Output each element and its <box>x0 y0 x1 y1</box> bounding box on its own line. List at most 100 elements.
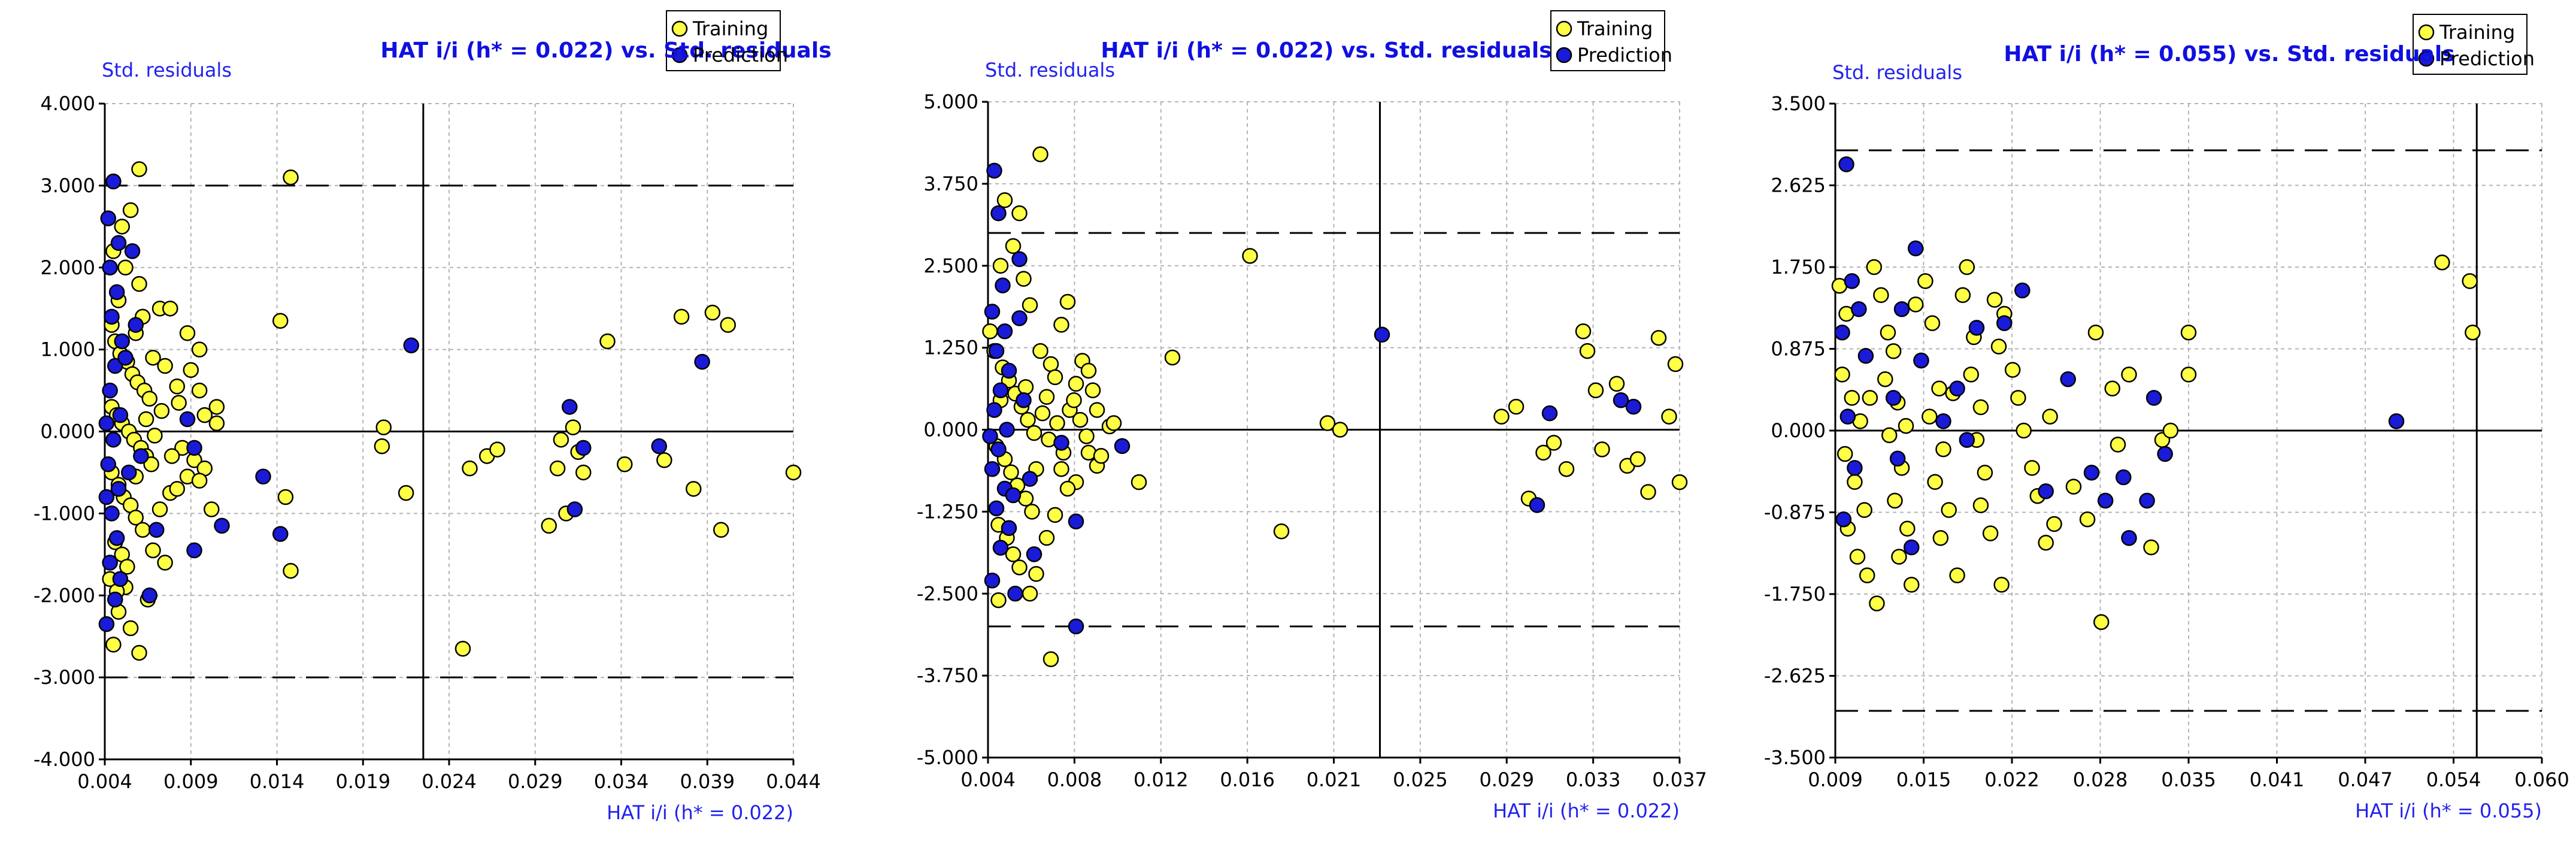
training-point <box>1053 461 1069 477</box>
training-point <box>398 484 414 501</box>
training-point <box>1954 287 1971 304</box>
prediction-point <box>2097 492 2114 509</box>
x-tick-label: 0.014 <box>250 770 305 793</box>
training-point <box>982 323 998 340</box>
training-point <box>128 509 144 526</box>
training-point <box>1049 415 1065 431</box>
training-point <box>191 341 208 358</box>
training-point <box>1972 497 1989 514</box>
prediction-point <box>110 481 127 497</box>
y-tick-label: 3.000 <box>40 174 95 197</box>
training-point <box>1332 422 1348 438</box>
training-point <box>704 304 721 321</box>
training-point <box>2162 422 2179 439</box>
training-point <box>1898 417 1914 434</box>
training-point <box>1131 474 1147 490</box>
training-point <box>1836 446 1853 462</box>
y-tick-label: -1.750 <box>1764 583 1826 605</box>
training-point <box>1020 411 1036 428</box>
training-point <box>1042 651 1059 667</box>
x-tick-label: 0.015 <box>1896 768 1951 791</box>
training-point <box>686 481 702 497</box>
prediction-point <box>2121 530 2137 546</box>
x-tick-label: 0.025 <box>1393 768 1448 791</box>
prediction-point <box>114 333 130 350</box>
training-point <box>196 407 213 423</box>
prediction-point <box>562 399 578 415</box>
training-point <box>1899 520 1916 537</box>
prediction-point <box>1835 511 1852 528</box>
prediction-point <box>186 542 202 559</box>
training-point <box>2180 324 2197 341</box>
training-point <box>1977 464 1993 481</box>
prediction-point <box>984 461 1001 477</box>
training-point <box>1508 398 1525 415</box>
prediction-point <box>108 284 125 301</box>
prediction-point <box>1068 513 1084 530</box>
training-point <box>277 489 294 505</box>
plot-area: 0.004 0.008 0.012 0.016 0.021 0.025 0.029 0.033… <box>917 10 1707 791</box>
prediction-point <box>1529 497 1545 513</box>
y-tick-label: -1.250 <box>917 500 978 523</box>
training-point <box>1993 577 2010 593</box>
training-point <box>1866 259 1883 275</box>
prediction-point <box>403 337 419 354</box>
training-point <box>1042 356 1059 372</box>
y-tick-label: 0.000 <box>923 419 978 441</box>
prediction-point <box>102 382 118 399</box>
x-tick-label: 0.008 <box>1047 768 1102 791</box>
y-tick-label: 3.500 <box>1771 92 1826 115</box>
prediction-point <box>121 464 137 481</box>
y-tick-label: -1.000 <box>34 502 95 525</box>
training-point <box>157 555 173 571</box>
training-point <box>1922 408 1938 425</box>
training-point <box>1493 408 1510 425</box>
prediction-point <box>1007 586 1023 602</box>
training-point <box>191 382 208 399</box>
prediction-point <box>102 259 118 275</box>
training-point <box>2093 614 2110 631</box>
training-point <box>1053 317 1069 333</box>
x-tick-label: 0.054 <box>2426 768 2481 791</box>
prediction-point <box>1011 310 1028 326</box>
training-point <box>489 441 505 458</box>
training-point <box>1028 566 1044 582</box>
training-point <box>565 419 581 435</box>
training-point <box>2065 478 2082 495</box>
training-point <box>1629 451 1646 468</box>
prediction-point <box>1005 487 1022 504</box>
training-point <box>1545 435 1562 451</box>
y-tick-label: 2.625 <box>1771 174 1826 197</box>
training-point <box>2465 324 2481 341</box>
prediction-point <box>2388 413 2405 429</box>
training-point <box>1935 441 1951 458</box>
training-point <box>673 308 690 325</box>
training-point <box>1017 379 1034 395</box>
training-point <box>131 161 147 177</box>
y-tick-label: -3.500 <box>1764 746 1826 769</box>
legend-training-marker <box>671 20 688 37</box>
prediction-point <box>1889 450 1906 467</box>
prediction-point <box>995 277 1011 293</box>
training-point <box>2434 254 2450 271</box>
training-point <box>462 460 478 477</box>
prediction-point <box>990 441 1007 458</box>
y-tick-label: -2.625 <box>1764 665 1826 687</box>
training-point <box>1105 415 1122 431</box>
legend-prediction-label: Prediction <box>2439 47 2535 70</box>
x-tick-label: 0.019 <box>335 770 390 793</box>
y-axis-label: Std. residuals <box>1832 61 1962 84</box>
legend-prediction-marker <box>671 47 688 63</box>
training-point <box>208 415 225 432</box>
training-point <box>1032 146 1048 162</box>
y-tick-label: 4.000 <box>40 92 95 115</box>
training-point <box>1885 343 1902 359</box>
prediction-point <box>149 522 165 538</box>
x-axis-label: HAT i/i (h* = 0.022) <box>607 801 793 824</box>
training-point <box>1072 411 1089 428</box>
training-point <box>1059 480 1076 497</box>
chart-title: HAT i/i (h* = 0.055) vs. Std. residuals <box>2004 42 2454 66</box>
training-point <box>1038 529 1055 546</box>
prediction-point <box>992 540 1009 556</box>
prediction-point <box>1016 392 1032 408</box>
